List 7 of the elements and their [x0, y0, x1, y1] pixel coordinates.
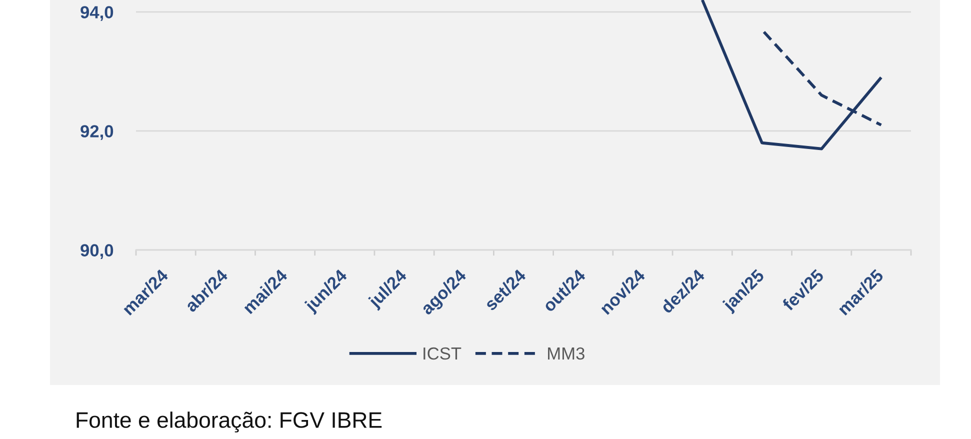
y-tick-label: 92,0 [80, 125, 114, 140]
source-note: Fonte e elaboração: FGV IBRE [76, 412, 382, 432]
legend-label: ICST [424, 347, 462, 360]
y-tick-label: 90,0 [80, 244, 114, 259]
y-tick-label: 94,0 [80, 6, 114, 21]
legend-label: MM3 [548, 347, 584, 360]
line-series [700, 0, 883, 150]
